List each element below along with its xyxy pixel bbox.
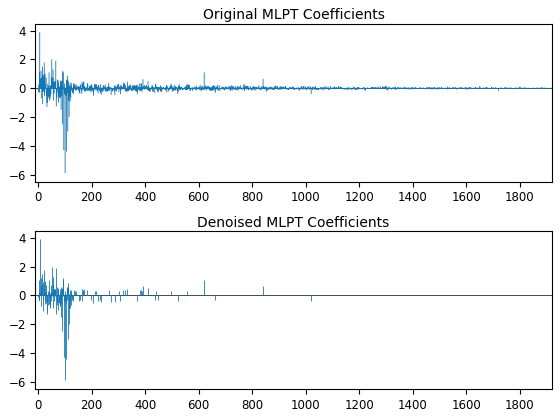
Title: Denoised MLPT Coefficients: Denoised MLPT Coefficients <box>198 215 390 230</box>
Title: Original MLPT Coefficients: Original MLPT Coefficients <box>203 8 385 22</box>
